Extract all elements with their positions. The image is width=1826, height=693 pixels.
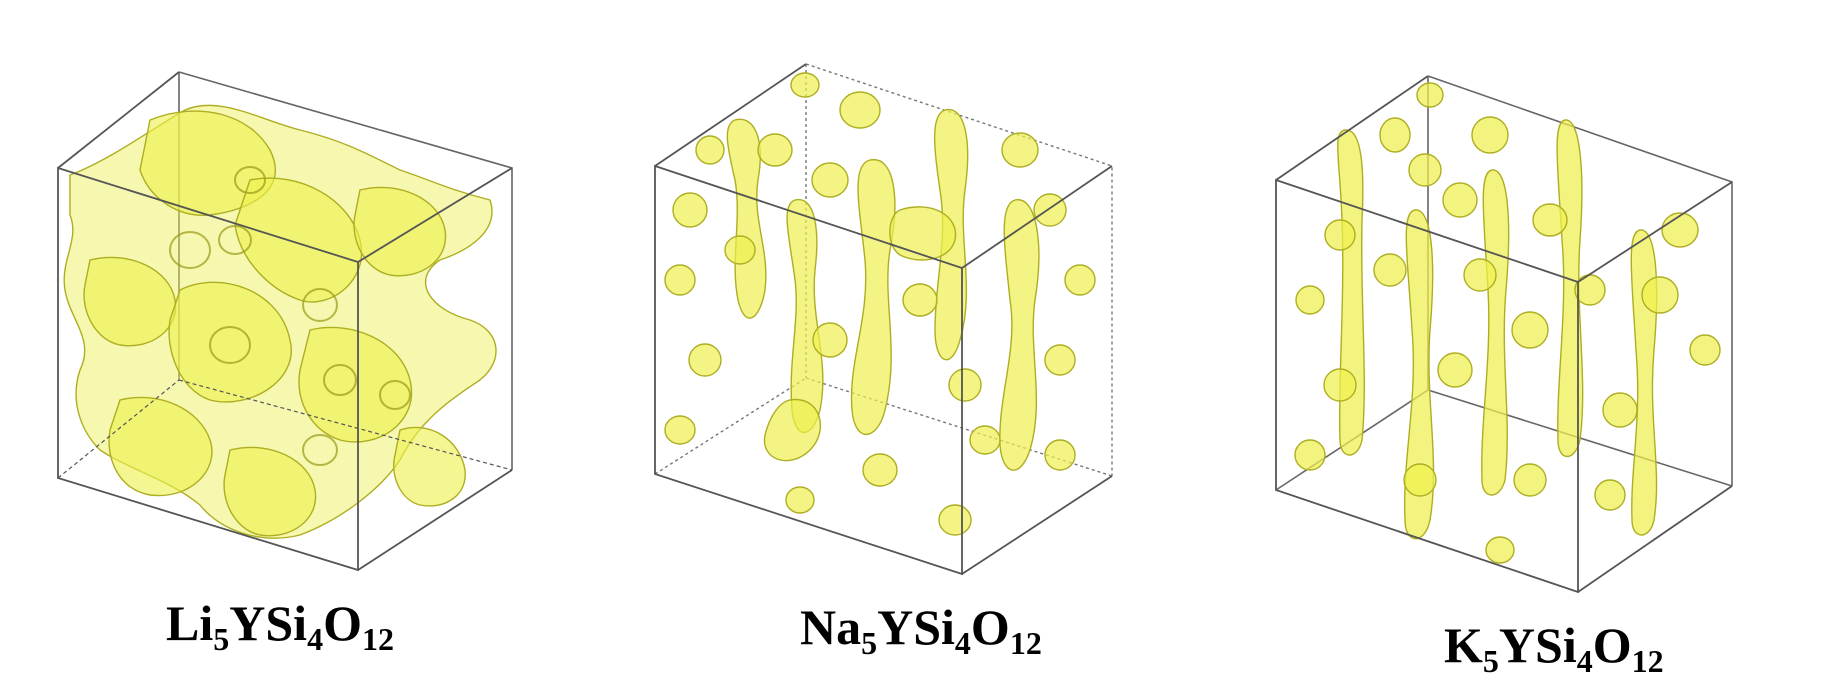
- formula-k-sub: 12: [1632, 643, 1664, 679]
- formula-label-na: Na5YSi4O12: [800, 598, 1042, 656]
- formula-k-sub: 5: [1483, 643, 1499, 679]
- formula-na-sub: 4: [955, 625, 971, 661]
- isosurface-na: [665, 73, 1095, 535]
- formula-li-el: O: [323, 595, 362, 651]
- formula-label-k: K5YSi4O12: [1444, 616, 1664, 674]
- formula-li-el: YSi: [229, 595, 307, 651]
- formula-li-sub: 12: [362, 621, 394, 657]
- formula-k-el: K: [1444, 617, 1483, 673]
- formula-na-el: O: [971, 599, 1010, 655]
- formula-na-sub: 12: [1010, 625, 1042, 661]
- panel-na: [655, 64, 1112, 574]
- formula-label-li: Li5YSi4O12: [166, 594, 394, 652]
- panel-li: [58, 72, 512, 570]
- formula-li-el: Li: [166, 595, 213, 651]
- formula-na-el: Na: [800, 599, 861, 655]
- formula-k-el: O: [1593, 617, 1632, 673]
- formula-li-sub: 4: [307, 621, 323, 657]
- formula-k-sub: 4: [1577, 643, 1593, 679]
- formula-li-sub: 5: [213, 621, 229, 657]
- formula-na-el: YSi: [877, 599, 955, 655]
- isosurface-li: [64, 105, 496, 538]
- panel-k: [1276, 76, 1732, 592]
- formula-k-el: YSi: [1499, 617, 1577, 673]
- formula-na-sub: 5: [861, 625, 877, 661]
